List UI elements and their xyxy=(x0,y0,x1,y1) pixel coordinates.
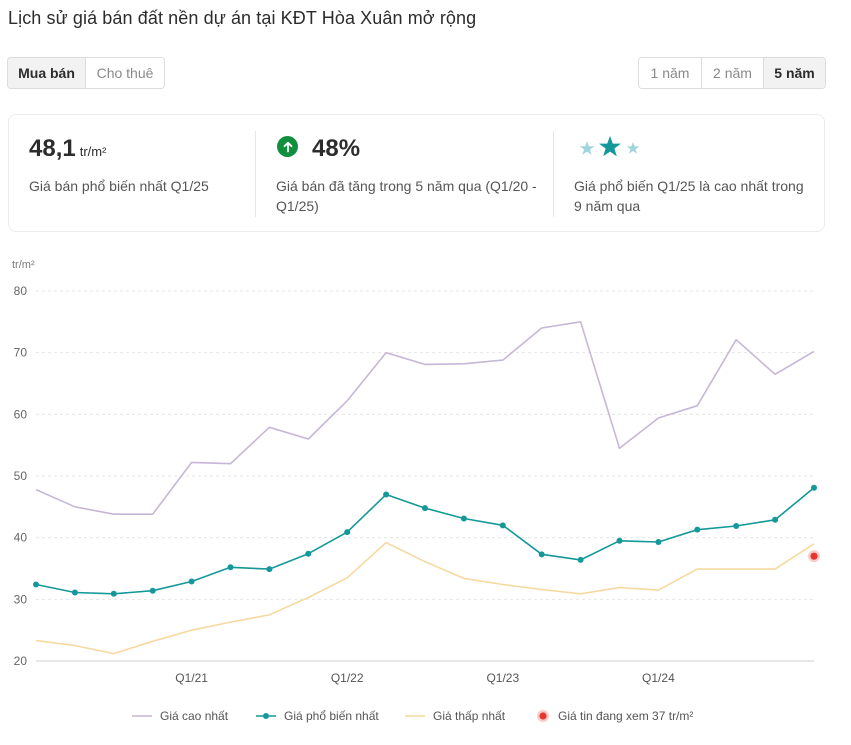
legend-label: Giá phổ biến nhất xyxy=(284,709,379,723)
data-point xyxy=(227,564,234,571)
small-star-icon xyxy=(626,142,640,154)
legend-label: Giá cao nhất xyxy=(160,709,229,723)
y-tick-label: 50 xyxy=(14,469,28,483)
data-point xyxy=(538,551,545,558)
x-tick-label: Q1/22 xyxy=(331,671,364,685)
legend-swatch xyxy=(256,713,276,719)
y-axis-unit-label: tr/m² xyxy=(12,259,35,271)
price-summary-card: 48,1 tr/m² Giá bán phổ biến nhất Q1/25 48… xyxy=(8,114,825,232)
data-point xyxy=(694,526,701,533)
chart-legend: Giá cao nhất Giá phổ biến nhất Giá thấp nh… xyxy=(0,709,851,729)
data-point xyxy=(383,491,390,498)
popular-price-description: Giá bán phổ biến nhất Q1/25 xyxy=(29,178,209,194)
legend-item[interactable]: Giá tin đang xem 37 tr/m² xyxy=(536,709,693,723)
legend-label: Giá tin đang xem 37 tr/m² xyxy=(558,709,694,723)
tab-mua-ban[interactable]: Mua bán xyxy=(8,58,85,88)
data-point xyxy=(577,556,584,563)
data-point xyxy=(110,590,117,597)
data-point xyxy=(460,515,467,522)
popular-price-value: 48,1 tr/m² xyxy=(29,135,107,162)
data-point xyxy=(499,522,506,529)
large-star-icon xyxy=(599,136,621,157)
small-star-icon xyxy=(579,141,595,155)
data-point xyxy=(616,537,623,544)
series-line-1 xyxy=(35,487,815,595)
data-point xyxy=(266,566,273,573)
stat-price-growth: 48% Giá bán đã tăng trong 5 năm qua (Q1/… xyxy=(255,131,553,217)
data-point xyxy=(71,589,78,596)
series-line-0 xyxy=(35,320,815,516)
tab-cho-thue[interactable]: Cho thuê xyxy=(85,58,164,88)
data-point xyxy=(305,550,312,557)
legend-swatch xyxy=(132,715,152,717)
range-1-year-button[interactable]: 1 năm xyxy=(639,58,701,88)
stars-icon xyxy=(579,136,640,157)
listing-point xyxy=(810,552,818,560)
data-point xyxy=(344,529,351,536)
range-2-years-button[interactable]: 2 năm xyxy=(701,58,763,88)
listing-type-toggle: Mua bán Cho thuê xyxy=(7,57,165,89)
x-tick-label: Q1/23 xyxy=(486,671,519,685)
x-tick-label: Q1/21 xyxy=(175,671,208,685)
data-point xyxy=(33,581,39,588)
price-line-chart: tr/m² 20 30 40 50 60 70 80 Q1/21 Q1/22 Q1/23 Q1/24 xyxy=(12,259,820,685)
stat-price-rank: Giá phổ biến Q1/25 là cao nhất trong 9 n… xyxy=(553,131,826,217)
legend-item[interactable]: Giá phổ biến nhất xyxy=(256,709,379,723)
legend-item[interactable]: Giá cao nhất xyxy=(132,709,228,723)
legend-swatch xyxy=(537,710,549,722)
y-tick-label: 70 xyxy=(14,346,28,360)
y-tick-label: 20 xyxy=(14,654,28,668)
time-range-toggle: 1 năm 2 năm 5 năm xyxy=(638,57,826,89)
arrow-up-circle-icon xyxy=(277,136,298,157)
legend-item[interactable]: Giá thấp nhất xyxy=(405,709,505,723)
data-point xyxy=(149,587,156,594)
x-tick-label: Q1/24 xyxy=(642,671,675,685)
rank-description: Giá phổ biến Q1/25 là cao nhất trong 9 n… xyxy=(574,178,804,214)
y-tick-label: 40 xyxy=(14,531,28,545)
y-tick-label: 60 xyxy=(14,407,28,421)
legend-swatch xyxy=(405,715,425,717)
price-history-chart: tr/m² 20 30 40 50 60 70 80 Q1/21 Q1/22 Q1/23 Q1/24 xyxy=(0,250,851,745)
y-tick-label: 80 xyxy=(14,284,28,298)
data-point xyxy=(655,538,662,545)
data-point xyxy=(772,516,779,523)
series-line-2 xyxy=(35,541,815,655)
data-point xyxy=(422,505,428,512)
data-point xyxy=(733,522,740,529)
growth-value: 48% xyxy=(312,135,361,162)
growth-description: Giá bán đã tăng trong 5 năm qua (Q1/20 -… xyxy=(276,178,537,214)
y-tick-label: 30 xyxy=(14,592,28,606)
range-5-years-button[interactable]: 5 năm xyxy=(763,58,825,88)
legend-label: Giá thấp nhất xyxy=(433,709,506,723)
data-point xyxy=(811,484,817,491)
data-point xyxy=(188,578,195,585)
stat-popular-price: 48,1 tr/m² Giá bán phổ biến nhất Q1/25 xyxy=(9,115,255,231)
page-title: Lịch sử giá bán đất nền dự án tại KĐT Hò… xyxy=(8,8,477,28)
